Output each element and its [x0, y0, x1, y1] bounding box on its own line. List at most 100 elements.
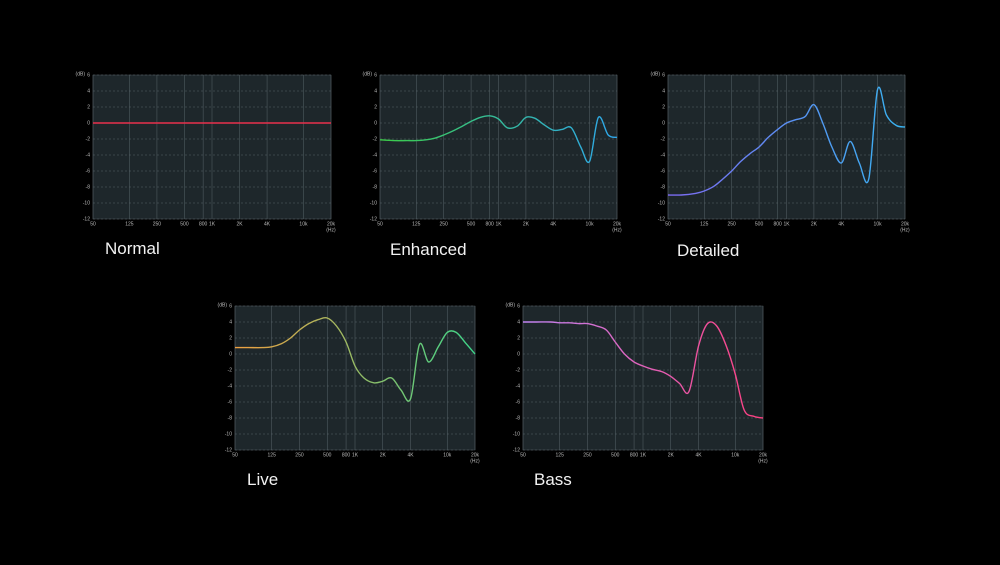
x-tick-label: 20k	[901, 221, 910, 227]
y-tick-label: -6	[516, 399, 521, 405]
x-tick-label: 500	[180, 221, 189, 227]
y-tick-label: 0	[374, 120, 377, 126]
x-axis-label: (Hz)	[612, 227, 622, 233]
x-tick-label: 800	[199, 221, 208, 227]
y-tick-label: 4	[374, 88, 377, 94]
y-tick-label: 0	[229, 351, 232, 357]
x-tick-label: 20k	[759, 452, 768, 458]
y-tick-label: -6	[228, 399, 233, 405]
y-tick-label: -12	[658, 216, 665, 222]
x-tick-label: 125	[700, 221, 709, 227]
y-tick-label: -2	[516, 367, 521, 373]
eq-chart: 6 4 2 0 -2 -4 -6 -8 -10 -12 (dB) 50 125 250 500 800 1K 2K…	[218, 302, 481, 489]
x-tick-label: 125	[125, 221, 134, 227]
y-tick-label: -8	[373, 184, 378, 190]
y-tick-label: 4	[229, 319, 232, 325]
eq-chart: 6 4 2 0 -2 -4 -6 -8 -10 -12 (dB) 50 125 250 500 800 1K 2K…	[506, 302, 769, 489]
y-tick-label: 2	[662, 104, 665, 110]
eq-chart: 6 4 2 0 -2 -4 -6 -8 -10 -12 (dB) 50 125 250 500 800 1K 2K…	[76, 71, 337, 258]
y-tick-label: -2	[661, 136, 666, 142]
x-tick-label: 1K	[495, 221, 502, 227]
y-tick-label: 0	[662, 120, 665, 126]
x-tick-label: 4K	[695, 452, 702, 458]
x-tick-label: 500	[467, 221, 476, 227]
x-tick-label: 50	[377, 221, 383, 227]
x-tick-label: 500	[611, 452, 620, 458]
x-tick-label: 4K	[407, 452, 414, 458]
y-tick-label: -2	[228, 367, 233, 373]
chart-title: Normal	[105, 239, 160, 258]
y-tick-label: -10	[370, 200, 377, 206]
eq-curve	[523, 321, 764, 419]
eq-chart: 6 4 2 0 -2 -4 -6 -8 -10 -12 (dB) 50 125 250 500 800 1K 2K…	[651, 71, 911, 260]
x-tick-label: 800	[486, 221, 495, 227]
y-tick-label: -12	[83, 216, 90, 222]
eq-curve	[667, 86, 906, 196]
y-tick-label: -10	[513, 431, 520, 437]
x-tick-label: 125	[268, 452, 277, 458]
y-tick-label: 2	[229, 335, 232, 341]
x-tick-label: 4K	[264, 221, 271, 227]
y-tick-label: -10	[83, 200, 90, 206]
y-tick-label: 2	[87, 104, 90, 110]
x-tick-label: 2K	[523, 221, 530, 227]
y-tick-label: -6	[373, 168, 378, 174]
x-tick-label: 800	[342, 452, 351, 458]
y-tick-label: 6	[374, 72, 377, 78]
x-tick-label: 50	[90, 221, 96, 227]
y-tick-label: 6	[517, 303, 520, 309]
x-tick-label: 20k	[327, 221, 336, 227]
y-tick-label: 2	[374, 104, 377, 110]
y-tick-label: 4	[87, 88, 90, 94]
x-tick-label: 10k	[443, 452, 452, 458]
y-tick-label: -2	[373, 136, 378, 142]
eq-curve	[379, 115, 618, 164]
eq-curve	[235, 316, 476, 402]
y-tick-label: -8	[516, 415, 521, 421]
x-tick-label: 500	[323, 452, 332, 458]
y-tick-label: 4	[662, 88, 665, 94]
y-tick-label: -8	[86, 184, 91, 190]
x-tick-label: 2K	[236, 221, 243, 227]
x-tick-label: 4K	[838, 221, 845, 227]
y-tick-label: -10	[658, 200, 665, 206]
x-tick-label: 1K	[640, 452, 647, 458]
y-tick-label: 6	[662, 72, 665, 78]
x-tick-label: 50	[232, 452, 238, 458]
y-tick-label: -4	[86, 152, 91, 158]
y-tick-label: 0	[87, 120, 90, 126]
x-tick-label: 10k	[731, 452, 740, 458]
x-tick-label: 250	[727, 221, 736, 227]
x-tick-label: 10k	[299, 221, 308, 227]
y-axis-label: (dB)	[506, 302, 516, 308]
x-axis-label: (Hz)	[900, 227, 910, 233]
x-tick-label: 800	[630, 452, 639, 458]
x-axis-label: (Hz)	[326, 227, 336, 233]
chart-title: Detailed	[677, 241, 739, 260]
x-tick-label: 250	[295, 452, 304, 458]
x-tick-label: 125	[412, 221, 421, 227]
y-tick-label: -8	[228, 415, 233, 421]
y-axis-label: (dB)	[363, 71, 373, 77]
x-tick-label: 10k	[586, 221, 595, 227]
y-tick-label: -4	[228, 383, 233, 389]
x-axis-label: (Hz)	[470, 458, 480, 464]
x-tick-label: 250	[153, 221, 162, 227]
y-axis-label: (dB)	[76, 71, 86, 77]
y-tick-label: -2	[86, 136, 91, 142]
y-tick-label: -12	[225, 447, 232, 453]
x-tick-label: 125	[556, 452, 565, 458]
y-tick-label: -4	[661, 152, 666, 158]
x-tick-label: 250	[439, 221, 448, 227]
y-axis-label: (dB)	[651, 71, 661, 77]
y-tick-label: -6	[661, 168, 666, 174]
x-tick-label: 1K	[783, 221, 790, 227]
chart-title: Enhanced	[390, 240, 467, 259]
x-tick-label: 1K	[209, 221, 216, 227]
y-tick-label: 6	[229, 303, 232, 309]
y-axis-label: (dB)	[218, 302, 228, 308]
y-tick-label: -10	[225, 431, 232, 437]
eq-chart: 6 4 2 0 -2 -4 -6 -8 -10 -12 (dB) 50 125 250 500 800 1K 2K…	[363, 71, 623, 259]
